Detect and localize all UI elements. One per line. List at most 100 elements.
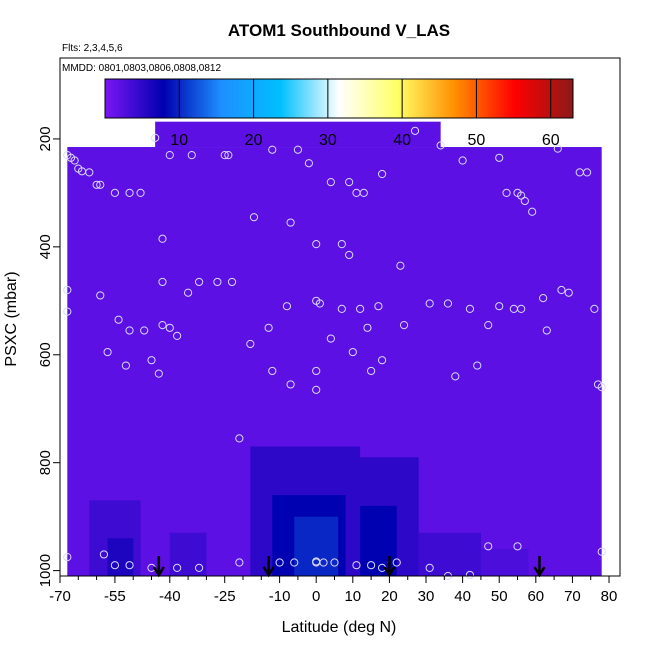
y-tick-label: 1000	[37, 554, 54, 587]
colorbar-tick-label: 10	[170, 132, 188, 149]
data-point	[443, 299, 453, 308]
data-point	[158, 234, 167, 243]
x-tick-label: 0	[312, 588, 320, 605]
data-point	[597, 547, 606, 556]
data-point	[286, 218, 295, 227]
data-point	[140, 326, 149, 335]
data-point	[165, 323, 174, 332]
x-tick-label: 40	[454, 588, 471, 605]
x-tick-label: -55	[104, 588, 126, 605]
data-point	[158, 277, 167, 287]
data-point	[290, 558, 299, 567]
data-point	[473, 361, 482, 370]
x-tick-label: -10	[269, 588, 291, 605]
data-point	[345, 250, 354, 260]
data-point	[502, 188, 511, 197]
data-point	[363, 323, 372, 332]
x-tick-label: 80	[601, 588, 618, 605]
x-tick-label: -40	[159, 588, 181, 605]
data-point	[392, 558, 401, 567]
data-point	[396, 261, 405, 270]
data-point	[465, 304, 475, 314]
profile-marker-1	[262, 556, 275, 578]
heatmap-cell-4	[169, 532, 207, 576]
data-point	[125, 188, 134, 197]
data-point	[377, 169, 387, 179]
data-point	[520, 196, 529, 206]
data-point	[330, 558, 339, 567]
data-point	[359, 188, 368, 197]
colorbar-tick-label: 50	[468, 132, 486, 149]
data-point	[312, 385, 321, 394]
data-point	[147, 356, 156, 365]
heatmap-cell-11	[480, 549, 529, 576]
data-point	[103, 347, 112, 357]
data-point	[110, 561, 120, 570]
data-point	[282, 302, 292, 311]
colorbar-tick-label: 20	[245, 132, 263, 149]
data-point	[85, 168, 94, 177]
data-point	[63, 285, 72, 295]
data-point	[528, 207, 537, 216]
data-point	[173, 331, 182, 340]
data-point	[356, 304, 365, 314]
profile-marker-head	[262, 566, 275, 578]
data-point	[399, 320, 409, 330]
data-point	[513, 542, 522, 551]
y-tick-label: 600	[37, 342, 54, 367]
colorbar-tick-label: 40	[393, 132, 411, 149]
data-point	[224, 151, 233, 160]
data-point	[345, 178, 354, 187]
data-point	[96, 291, 105, 300]
data-point	[495, 153, 504, 162]
data-point	[92, 180, 101, 189]
profile-marker-head	[533, 566, 546, 578]
data-point	[557, 285, 566, 295]
colorbar-tick-label: 60	[542, 132, 560, 149]
plot-frame	[59, 57, 621, 577]
data-point	[436, 141, 445, 150]
dates-note: MMDD: 0801,0803,0806,0808,0812	[62, 63, 221, 74]
observation-points	[63, 126, 606, 581]
data-point	[275, 558, 284, 567]
colorbar-tick-label: 30	[319, 132, 337, 149]
data-point	[425, 563, 434, 573]
data-point	[194, 277, 204, 287]
data-point	[227, 277, 237, 287]
profile-marker-3	[533, 556, 546, 578]
data-point	[99, 550, 109, 559]
x-axis-label: Latitude (deg N)	[282, 619, 397, 636]
data-point	[220, 151, 229, 160]
data-point	[553, 144, 562, 153]
colorbar-gradient	[104, 78, 574, 119]
heatmap-cell-1	[155, 121, 441, 148]
profile-marker-head	[152, 566, 165, 578]
x-tick-label: -25	[214, 588, 236, 605]
data-point	[96, 180, 105, 189]
data-point	[125, 326, 134, 335]
data-point	[165, 151, 174, 160]
data-point	[377, 356, 387, 365]
data-point	[264, 323, 273, 332]
y-tick-label: 400	[37, 234, 54, 259]
x-tick-label: 60	[527, 588, 544, 605]
data-point	[484, 542, 493, 551]
data-point	[304, 159, 313, 168]
x-tick-label: 30	[418, 588, 435, 605]
data-point	[249, 213, 259, 222]
data-point	[114, 315, 123, 324]
data-point	[293, 145, 303, 154]
flights-note: Flts: 2,3,4,5,6	[62, 43, 123, 54]
data-point	[542, 326, 551, 335]
heatmap-cell-9	[360, 505, 397, 576]
x-tick-label: 50	[491, 588, 508, 605]
x-tick-label: 70	[564, 588, 581, 605]
data-point	[268, 145, 277, 154]
data-point	[367, 561, 376, 570]
profile-marker-head	[383, 566, 396, 578]
y-axis-label: PSXC (mbar)	[3, 271, 20, 366]
data-point	[352, 561, 361, 570]
profile-marker-2	[383, 556, 396, 578]
profile-markers	[152, 556, 546, 578]
